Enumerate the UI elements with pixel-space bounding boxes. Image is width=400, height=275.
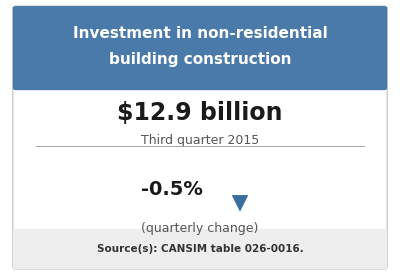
Text: Third quarter 2015: Third quarter 2015 <box>141 134 259 147</box>
Text: -0.5%: -0.5% <box>141 180 203 199</box>
FancyBboxPatch shape <box>13 6 387 90</box>
Text: $12.9 billion: $12.9 billion <box>117 101 283 125</box>
FancyBboxPatch shape <box>13 6 387 269</box>
Text: building construction: building construction <box>109 52 291 67</box>
Text: Source(s): CANSIM table 026-0016.: Source(s): CANSIM table 026-0016. <box>97 244 303 254</box>
Text: (quarterly change): (quarterly change) <box>141 222 259 235</box>
FancyBboxPatch shape <box>13 229 387 269</box>
Text: Investment in non-residential: Investment in non-residential <box>73 26 327 40</box>
